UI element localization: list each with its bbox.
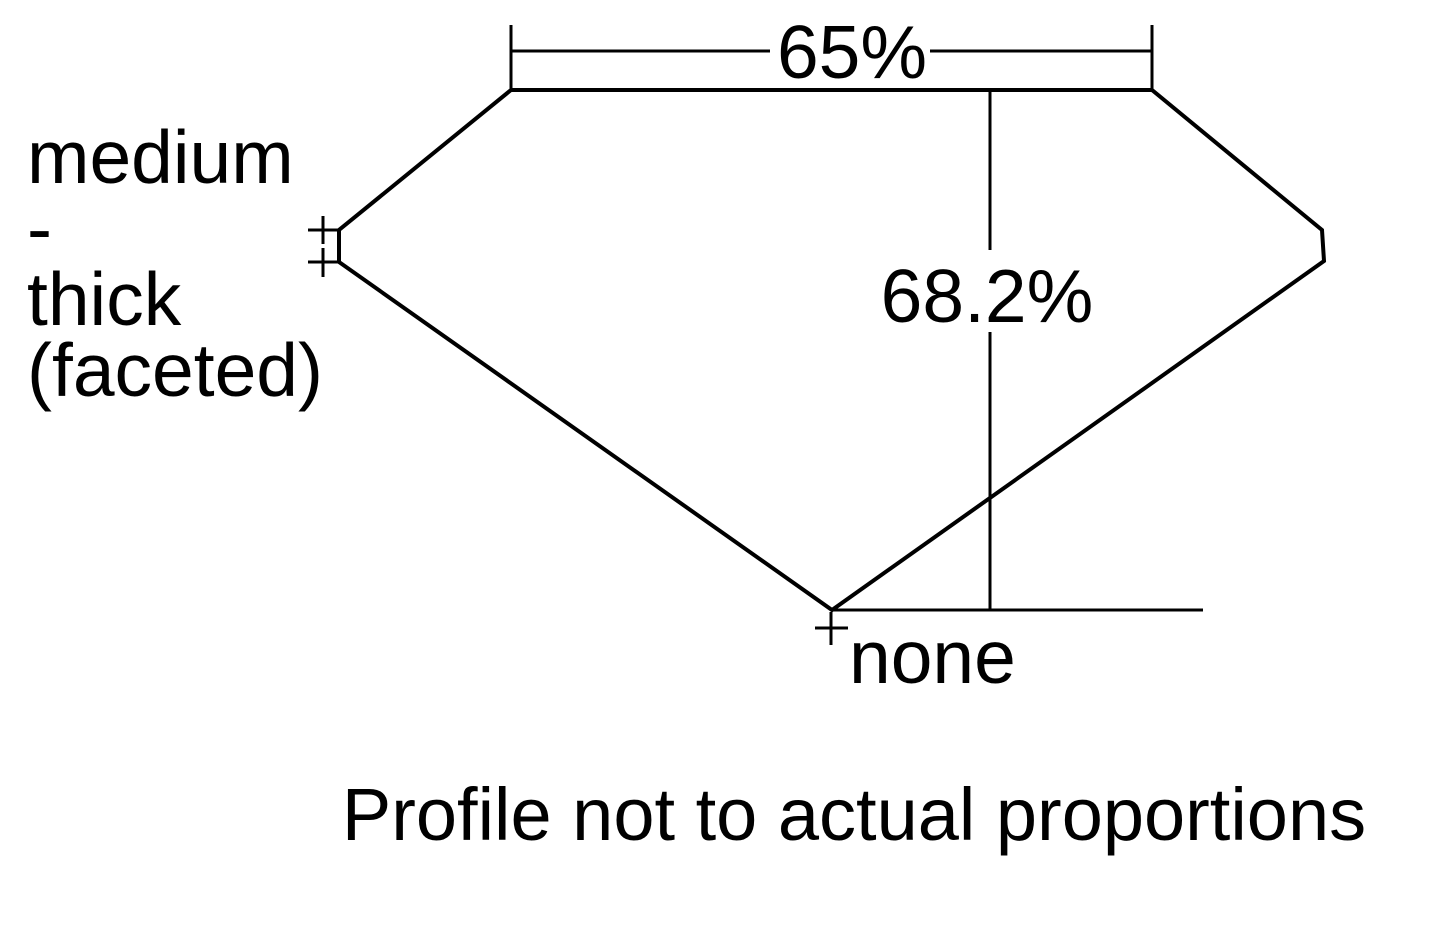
depth-label-mask (874, 250, 1098, 332)
girdle-label-line-1: medium (27, 115, 294, 199)
table-width-label-mask (770, 14, 930, 86)
culet-label: none (849, 615, 1016, 699)
caption: Profile not to actual proportions (342, 773, 1366, 856)
girdle-label-line-4: (faceted) (27, 328, 323, 412)
girdle-thickness-marks (308, 216, 339, 277)
girdle-label-line-3: thick (27, 257, 182, 341)
culet-cross-mark (815, 612, 848, 645)
diamond-outline (337, 88, 1327, 613)
table-width-label: 65% (777, 10, 927, 94)
depth-label: 68.2% (881, 254, 1094, 338)
girdle-label-line-2: - (27, 186, 52, 270)
girdle-label: medium - thick (faceted) (27, 115, 323, 412)
